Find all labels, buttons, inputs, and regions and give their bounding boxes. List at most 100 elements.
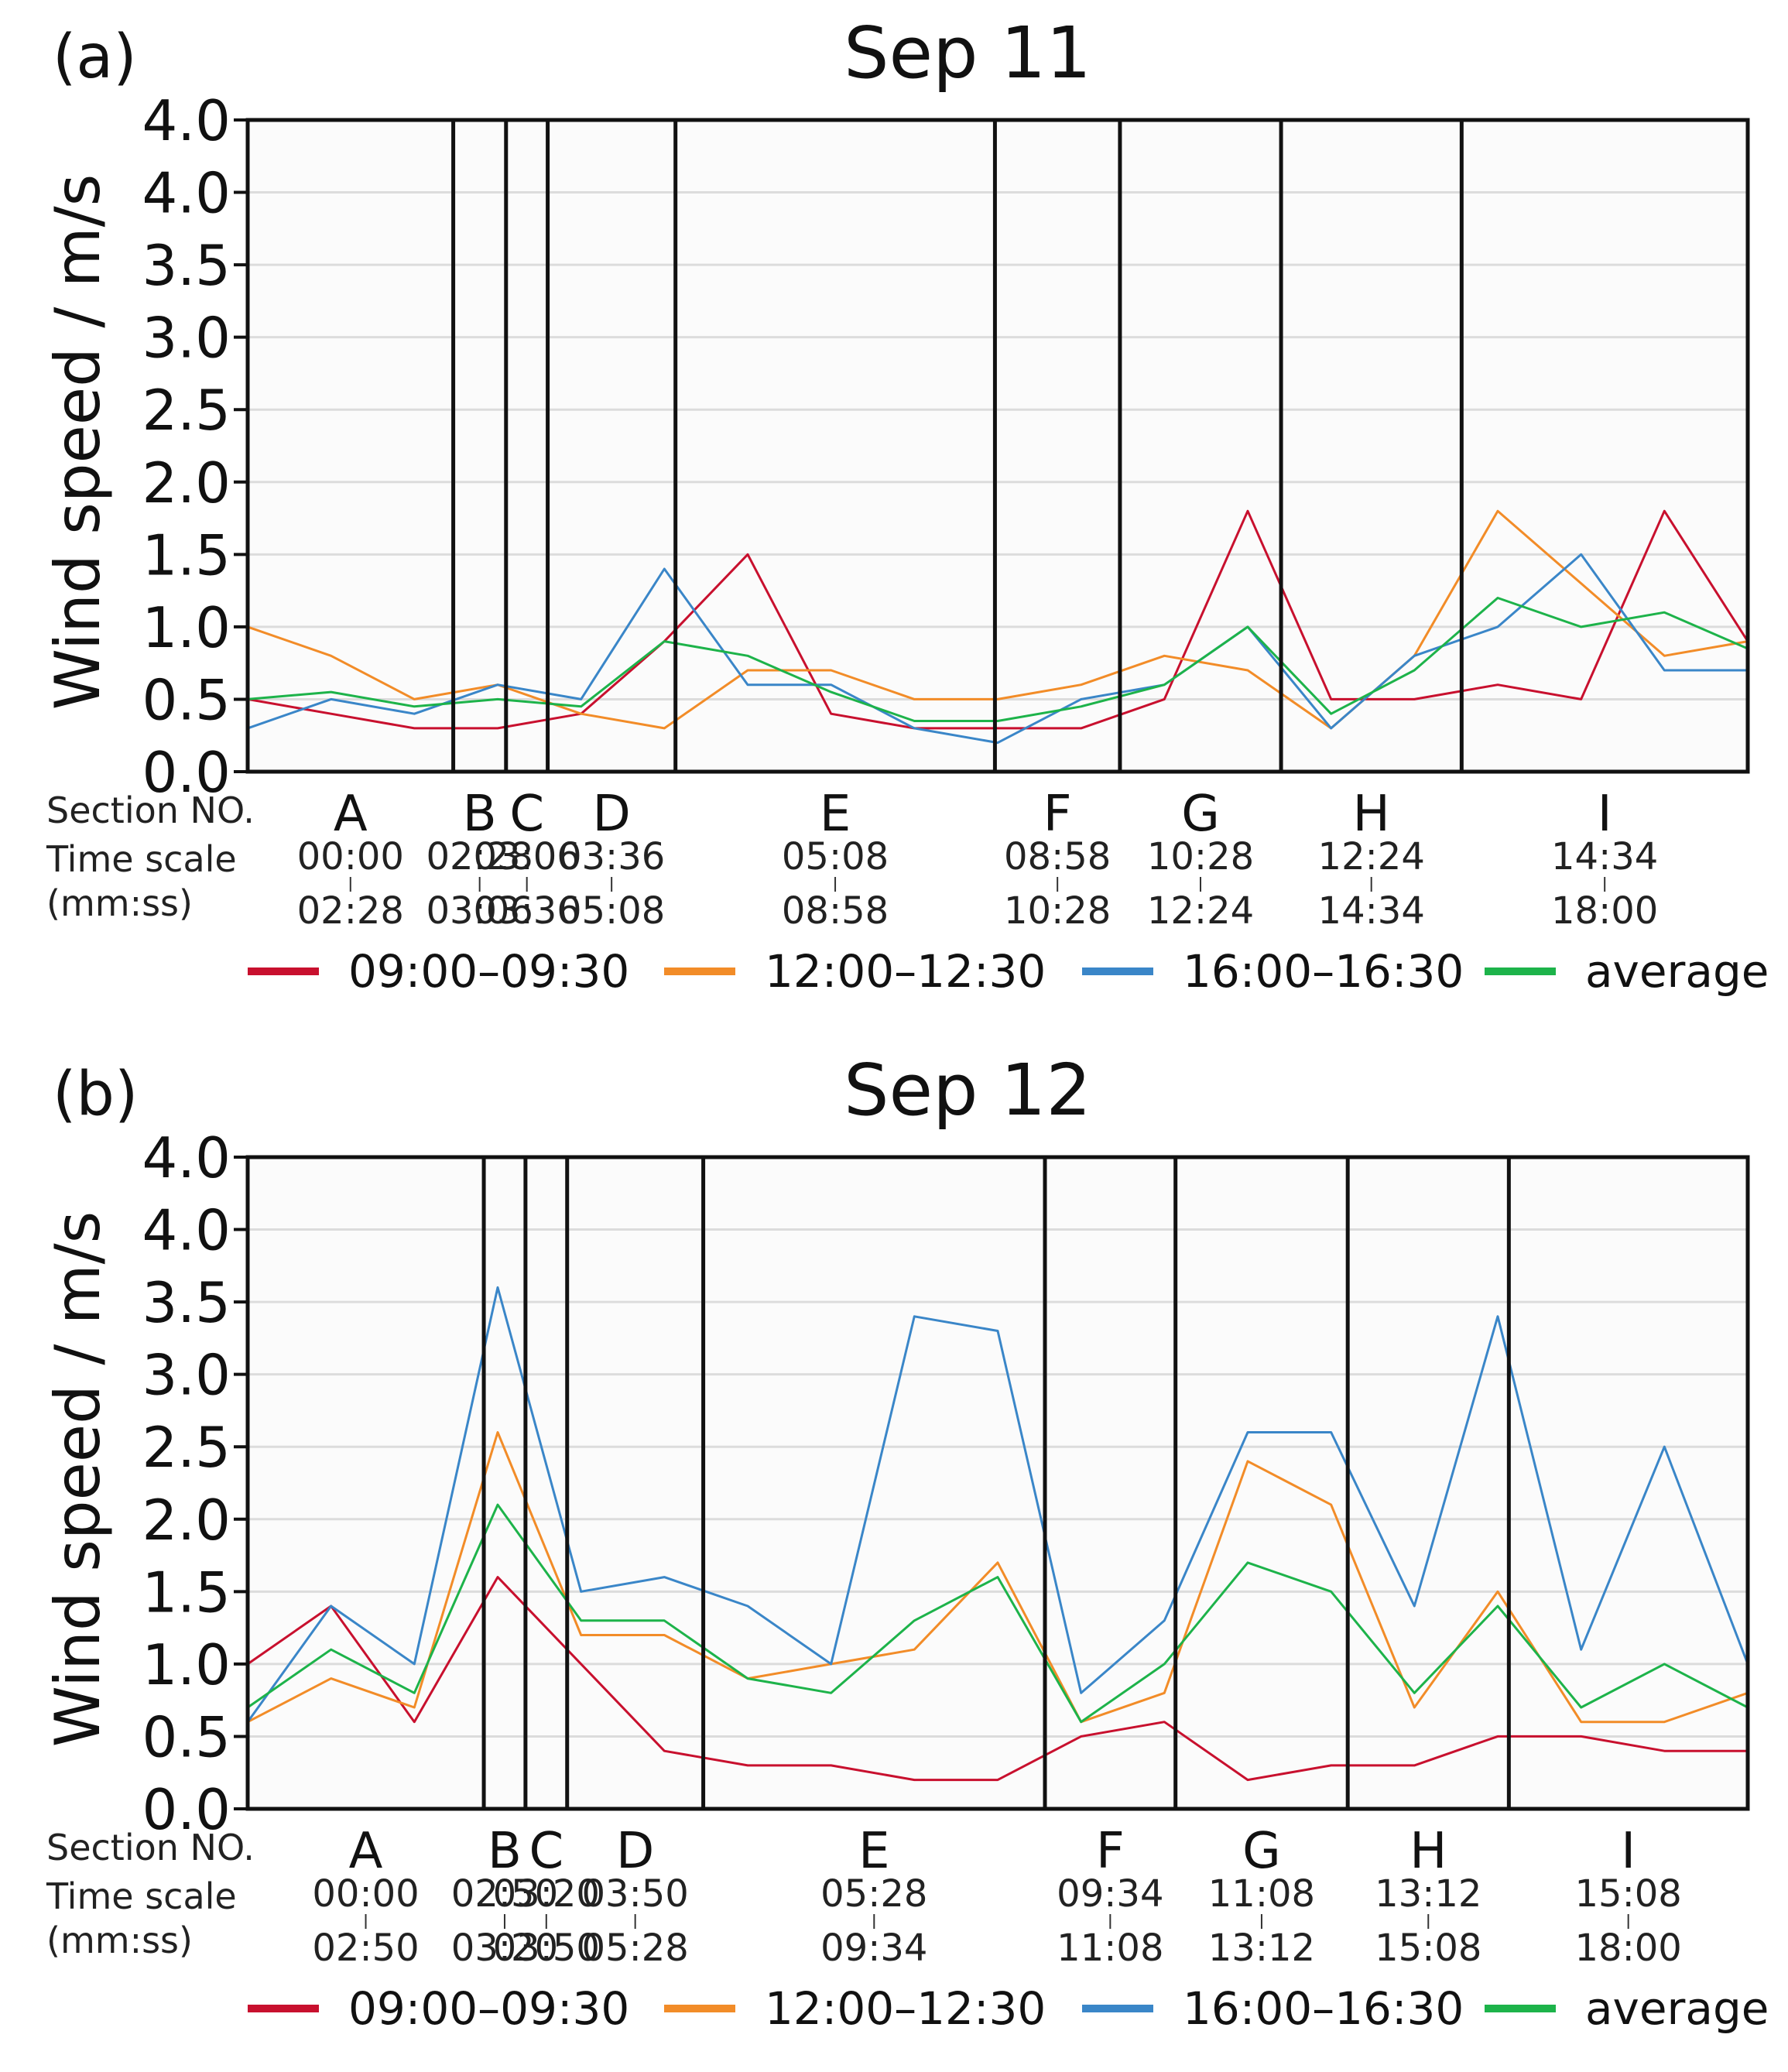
y-tick-label: 0.0	[142, 1777, 231, 1842]
section-end-time: 11:08	[1057, 1926, 1163, 1970]
legend-label: 16:00–16:30	[1183, 1982, 1464, 2035]
section-start-time: 03:50	[581, 1872, 688, 1916]
section-start-time: 00:00	[312, 1872, 419, 1916]
series-line-3	[247, 553, 1748, 745]
panel-label: (b)	[53, 1060, 138, 1129]
plot-frame	[245, 1155, 1750, 1811]
section-label: C	[529, 1823, 563, 1880]
section-start-time: 15:08	[1575, 1872, 1682, 1916]
section-end-time: 02:50	[312, 1926, 419, 1970]
legend-label: average	[1585, 1982, 1769, 2035]
y-tick-label: 0.5	[142, 1704, 231, 1769]
time-unit-label: (mm:ss)	[46, 882, 193, 924]
y-tick-label: 3.5	[142, 233, 231, 298]
section-start-time: 03:06	[474, 835, 581, 878]
series-line-1	[247, 1576, 1748, 1782]
section-end-time: 03:20	[451, 1926, 558, 1970]
plot-area	[248, 120, 1748, 772]
section-start-time: 11:08	[1208, 1872, 1315, 1916]
y-tick-label: 3.0	[142, 306, 231, 371]
time-row-label: Time scale	[46, 1875, 237, 1917]
y-tick-label: 2.5	[142, 1415, 231, 1480]
section-start-time: 00:00	[297, 835, 404, 878]
section-start-time: 03:20	[493, 1872, 600, 1916]
section-end-time: 08:58	[782, 889, 889, 933]
section-start-time: 05:28	[820, 1872, 927, 1916]
y-tick-label: 1.0	[142, 1632, 231, 1697]
legend-label: average	[1585, 945, 1769, 998]
legend-label: 09:00–09:30	[348, 945, 629, 998]
series-line-4	[247, 1503, 1749, 1724]
y-axis-label: Wind speed / m/s	[42, 174, 114, 711]
section-end-time: 03:36	[474, 889, 581, 933]
section-label: A	[334, 786, 368, 843]
section-end-time: 03:06	[426, 889, 533, 933]
section-end-time: 03:50	[493, 1926, 600, 1970]
y-tick-label: 1.5	[142, 1560, 231, 1625]
section-label: D	[616, 1823, 654, 1880]
legend-label: 12:00–12:30	[765, 945, 1046, 998]
section-end-time: 13:12	[1208, 1926, 1315, 1970]
legend-label: 09:00–09:30	[348, 1982, 629, 2035]
section-end-time: 10:28	[1004, 889, 1111, 933]
chart-title: Sep 11	[844, 12, 1091, 94]
section-start-time: 12:24	[1318, 835, 1425, 878]
y-tick-label: 4.0	[142, 88, 231, 153]
plot-frame	[245, 118, 1750, 774]
section-label: I	[1598, 786, 1612, 843]
section-end-time: 15:08	[1375, 1926, 1481, 1970]
section-label: G	[1242, 1823, 1281, 1880]
y-tick-label: 2.0	[142, 450, 231, 515]
section-label: A	[349, 1823, 383, 1880]
panel-label: (a)	[53, 22, 137, 92]
section-label: H	[1353, 786, 1390, 843]
y-tick-label: 4.0	[142, 1125, 231, 1190]
section-end-time: 14:34	[1318, 889, 1425, 933]
section-start-time: 14:34	[1551, 835, 1658, 878]
section-end-time: 09:34	[820, 1926, 927, 1970]
section-label: D	[593, 786, 631, 843]
section-label: F	[1096, 1823, 1125, 1880]
section-start-time: 03:36	[558, 835, 665, 878]
section-start-time: 09:34	[1057, 1872, 1163, 1916]
section-label: E	[820, 786, 851, 843]
section-end-time: 05:28	[581, 1926, 688, 1970]
y-tick-label: 2.0	[142, 1488, 231, 1553]
y-tick-label: 0.5	[142, 667, 231, 732]
y-tick-label: 2.5	[142, 378, 231, 443]
section-start-time: 13:12	[1375, 1872, 1481, 1916]
legend-label: 16:00–16:30	[1183, 945, 1464, 998]
plot-area	[248, 1157, 1748, 1809]
panel-b: (b) Sep 12 0.0 0.5 1.0 1.5 2.0 2.5 3.0 3.5 4.0 4.0 W…	[42, 1049, 1769, 2035]
section-label: B	[463, 786, 497, 843]
y-tick-label: 3.5	[142, 1270, 231, 1335]
y-tick-label: 1.5	[142, 522, 231, 587]
section-start-time: 02:50	[451, 1872, 558, 1916]
section-label: F	[1043, 786, 1072, 843]
section-end-time: 12:24	[1147, 889, 1254, 933]
y-axis-label: Wind speed / m/s	[42, 1211, 114, 1748]
y-tick-label: 0.0	[142, 740, 231, 805]
panel-a: (a) Sep 11 0.0 0.5 1.0 1.5 2.0 2.5 3.0 3.5 4.0 4.0 W…	[42, 12, 1769, 998]
section-label: I	[1621, 1823, 1636, 1880]
section-end-time: 02:28	[297, 889, 404, 933]
section-label: B	[488, 1823, 522, 1880]
series-line-2	[247, 1431, 1749, 1724]
y-tick-label: 1.0	[142, 595, 231, 660]
time-unit-label: (mm:ss)	[46, 1920, 193, 1961]
section-start-time: 10:28	[1147, 835, 1254, 878]
series-line-3	[246, 1286, 1749, 1723]
section-label: E	[858, 1823, 889, 1880]
section-row-label: Section NO.	[46, 789, 255, 831]
y-tick-label: 3.0	[142, 1343, 231, 1408]
chart-title: Sep 12	[844, 1049, 1091, 1132]
time-row-label: Time scale	[46, 838, 237, 880]
section-start-time: 02:28	[426, 835, 533, 878]
series-line-4	[247, 597, 1749, 722]
legend-label: 12:00–12:30	[765, 1982, 1046, 2035]
y-tick-label: 4.0	[142, 161, 231, 226]
y-tick-label: 4.0	[142, 1198, 231, 1263]
section-start-time: 05:08	[782, 835, 889, 878]
section-label: H	[1410, 1823, 1447, 1880]
